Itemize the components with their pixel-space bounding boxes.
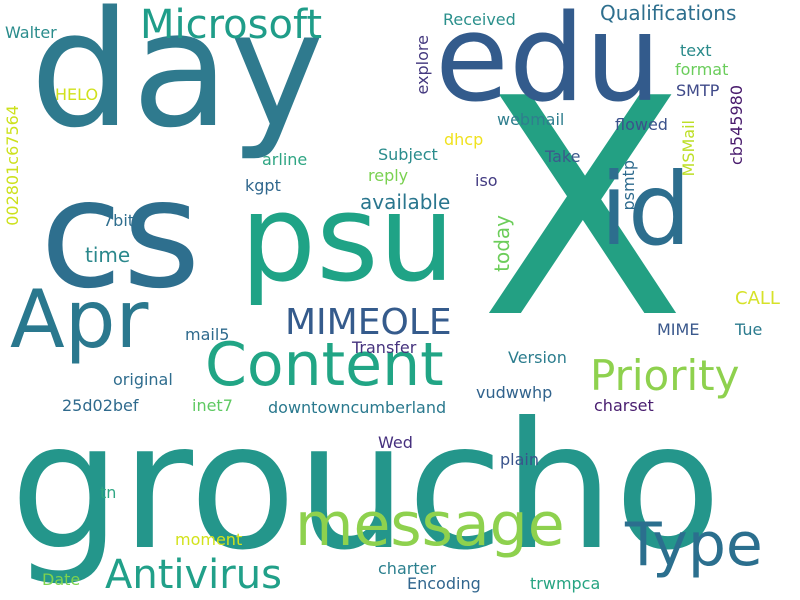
word-inet7: inet7	[192, 396, 233, 415]
word-msmail: MSMail	[679, 120, 698, 177]
word-psu: psu	[240, 170, 455, 309]
word-trwmpca: trwmpca	[530, 574, 601, 593]
word-antivirus: Antivirus	[105, 552, 282, 598]
word-message: message	[295, 490, 565, 560]
word-arline: arline	[262, 150, 308, 169]
word-take: Take	[545, 147, 581, 166]
word-text: text	[680, 41, 712, 60]
word-mimeole: MIMEOLE	[285, 302, 452, 343]
word-time: time	[85, 243, 131, 267]
word-transfer: Transfer	[352, 338, 417, 357]
word-kgpt: kgpt	[245, 176, 281, 195]
word-edu: edu	[435, 0, 662, 129]
word-groucho: groucho	[10, 386, 722, 589]
word-vudwwhp: vudwwhp	[476, 383, 553, 402]
word-id: id	[600, 151, 692, 268]
word-tn: tn	[100, 483, 117, 502]
word-cb545980: cb545980	[727, 85, 746, 166]
word-original: original	[113, 370, 173, 389]
word-flowed: flowed	[615, 115, 668, 134]
word-today: today	[490, 215, 514, 272]
word-explore: explore	[413, 35, 432, 95]
word-priority: Priority	[590, 351, 740, 400]
word-mail5: mail5	[185, 325, 230, 344]
word-microsoft: Microsoft	[140, 2, 323, 48]
word-walter: Walter	[5, 23, 57, 42]
word-format: format	[675, 60, 729, 79]
word-mime: MIME	[657, 320, 700, 339]
word-reply: reply	[368, 166, 409, 185]
word-downtowncumberland: downtowncumberland	[268, 398, 447, 417]
word-7bit: 7bit	[103, 211, 135, 230]
word-webmail: webmail	[497, 110, 565, 129]
word-moment: moment	[175, 530, 243, 549]
word-encoding: Encoding	[407, 574, 481, 593]
word-psmtp: psmtp	[619, 160, 638, 211]
word-helo: HELO	[55, 85, 99, 104]
word-plain: plain	[500, 450, 539, 469]
word-iso: iso	[475, 171, 498, 190]
word-charset: charset	[594, 396, 654, 415]
word-smtp: SMTP	[676, 81, 720, 100]
word-tue: Tue	[735, 320, 763, 339]
word-subject: Subject	[378, 145, 438, 164]
word-apr: Apr	[10, 273, 149, 366]
word-002801c67564: 002801c67564	[3, 105, 22, 226]
word-25d02bef: 25d02bef	[62, 396, 139, 415]
word-received: Received	[443, 10, 516, 29]
word-call: CALL	[735, 288, 780, 309]
word-version: Version	[508, 348, 567, 367]
word-qualifications: Qualifications	[600, 1, 737, 25]
word-dhcp: dhcp	[444, 130, 484, 149]
word-x: X	[480, 35, 686, 384]
word-day: day	[30, 0, 325, 163]
word-available: available	[360, 190, 451, 214]
word-cs: cs	[40, 148, 201, 322]
word-type: Type	[625, 510, 763, 580]
word-date: Date	[42, 570, 81, 589]
word-charter: charter	[378, 559, 437, 578]
word-content: Content	[205, 330, 444, 400]
word-wed: Wed	[378, 433, 413, 452]
